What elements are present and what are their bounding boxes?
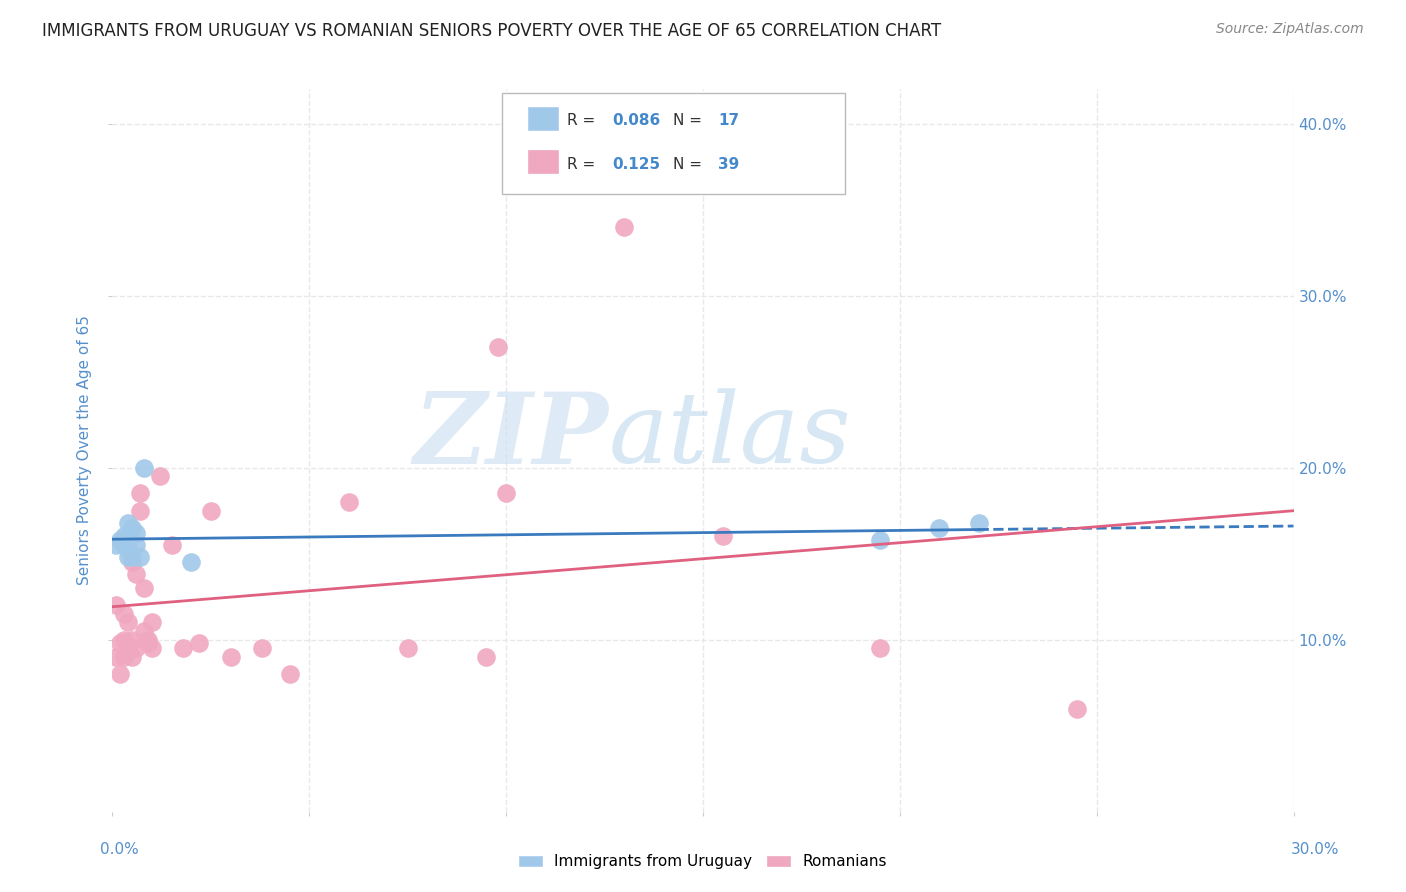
FancyBboxPatch shape — [529, 107, 558, 130]
Point — [172, 641, 194, 656]
Point — [121, 550, 143, 565]
Point — [112, 649, 135, 664]
FancyBboxPatch shape — [502, 93, 845, 194]
Point — [121, 632, 143, 647]
Point — [141, 641, 163, 656]
Point — [188, 636, 211, 650]
Point — [136, 636, 159, 650]
Text: IMMIGRANTS FROM URUGUAY VS ROMANIAN SENIORS POVERTY OVER THE AGE OF 65 CORRELATI: IMMIGRANTS FROM URUGUAY VS ROMANIAN SENI… — [42, 22, 941, 40]
Text: 17: 17 — [718, 113, 740, 128]
Point — [278, 667, 301, 681]
Point — [110, 533, 132, 547]
Point — [121, 521, 143, 535]
Text: 0.125: 0.125 — [612, 157, 661, 171]
Point — [129, 503, 152, 517]
Point — [180, 555, 202, 569]
Point — [125, 641, 148, 656]
Text: 30.0%: 30.0% — [1291, 842, 1339, 856]
Text: 0.086: 0.086 — [612, 113, 661, 128]
Point — [117, 541, 139, 556]
Point — [1066, 701, 1088, 715]
Point — [117, 550, 139, 565]
Point — [129, 550, 152, 565]
Point — [129, 486, 152, 500]
Point — [112, 538, 135, 552]
Point — [613, 219, 636, 234]
Point — [149, 469, 172, 483]
Point — [105, 538, 128, 552]
Y-axis label: Seniors Poverty Over the Age of 65: Seniors Poverty Over the Age of 65 — [77, 316, 93, 585]
Text: R =: R = — [567, 157, 600, 171]
Text: R =: R = — [567, 113, 600, 128]
Point — [105, 599, 128, 613]
Point — [110, 667, 132, 681]
FancyBboxPatch shape — [529, 150, 558, 173]
Point — [121, 649, 143, 664]
Point — [110, 636, 132, 650]
Point — [250, 641, 273, 656]
Point — [125, 526, 148, 541]
Point — [121, 555, 143, 569]
Point — [132, 624, 155, 639]
Point — [396, 641, 419, 656]
Text: 39: 39 — [718, 157, 740, 171]
Point — [112, 529, 135, 543]
Point — [125, 538, 148, 552]
Point — [711, 529, 734, 543]
Point — [160, 538, 183, 552]
Point — [495, 486, 517, 500]
Point — [136, 632, 159, 647]
Point — [869, 641, 891, 656]
Point — [928, 521, 950, 535]
Text: N =: N = — [673, 157, 707, 171]
Text: ZIP: ZIP — [413, 388, 609, 484]
Point — [117, 641, 139, 656]
Legend: Immigrants from Uruguay, Romanians: Immigrants from Uruguay, Romanians — [513, 848, 893, 875]
Point — [337, 495, 360, 509]
Point — [117, 615, 139, 630]
Point — [132, 581, 155, 595]
Point — [141, 615, 163, 630]
Point — [112, 632, 135, 647]
Text: N =: N = — [673, 113, 707, 128]
Point — [219, 649, 242, 664]
Point — [105, 649, 128, 664]
Point — [132, 460, 155, 475]
Text: Source: ZipAtlas.com: Source: ZipAtlas.com — [1216, 22, 1364, 37]
Point — [967, 516, 990, 530]
Point — [112, 607, 135, 621]
Point — [200, 503, 222, 517]
Text: atlas: atlas — [609, 388, 851, 483]
Point — [117, 516, 139, 530]
Point — [486, 340, 509, 354]
Point — [125, 567, 148, 582]
Point — [869, 533, 891, 547]
Point — [475, 649, 498, 664]
Text: 0.0%: 0.0% — [100, 842, 139, 856]
